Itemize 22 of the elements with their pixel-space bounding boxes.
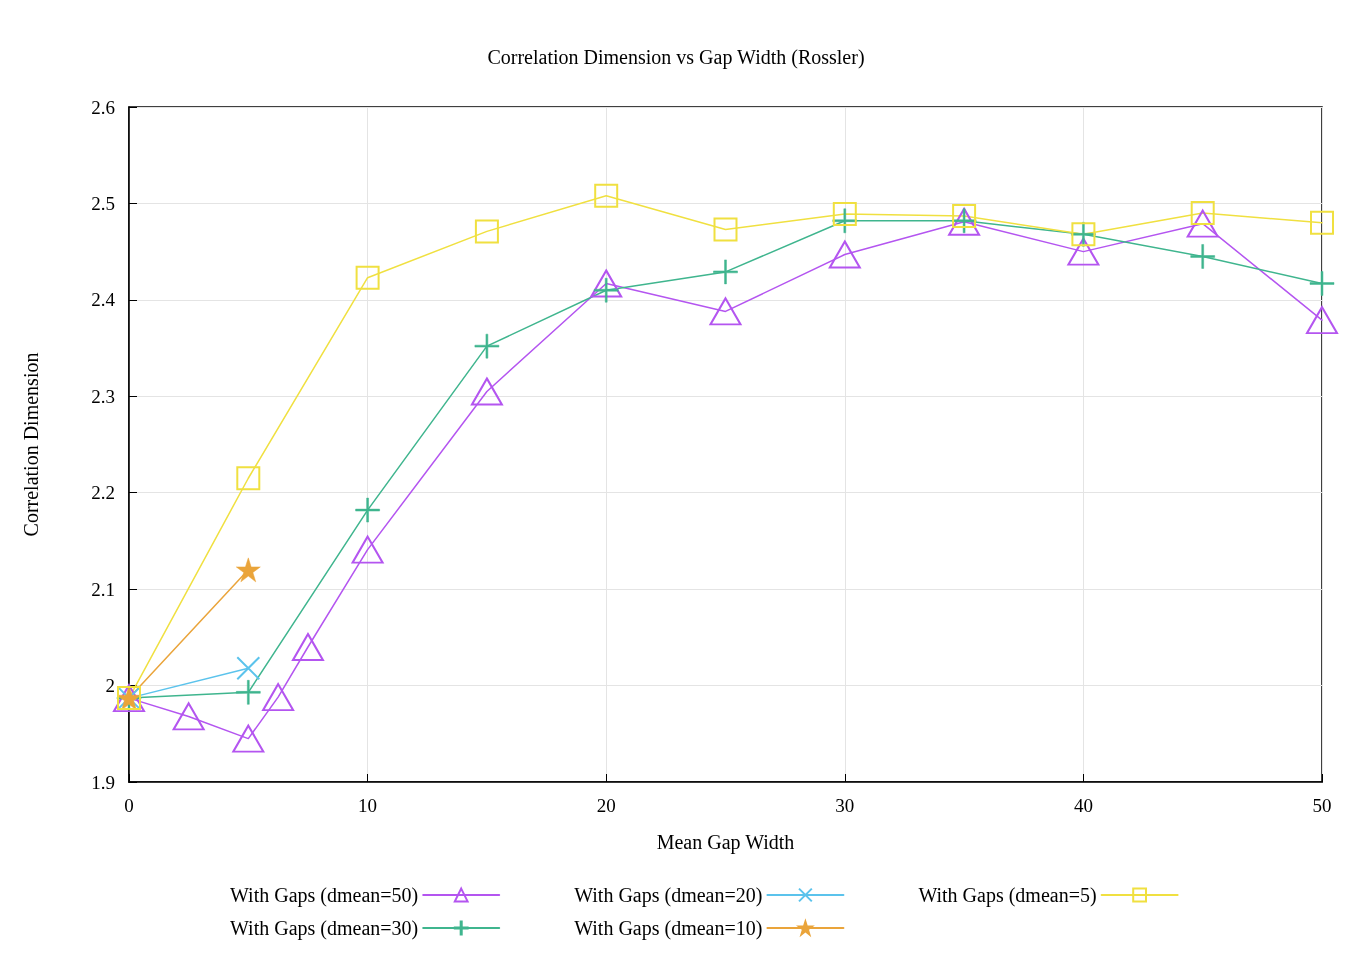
x-tick-label: 30 bbox=[835, 795, 855, 816]
chart-title: Correlation Dimension vs Gap Width (Rossler) bbox=[487, 46, 865, 69]
x-axis-title: Mean Gap Width bbox=[656, 831, 795, 854]
x-tick-label: 40 bbox=[1073, 795, 1093, 816]
legend-label: With Gaps (dmean=50) bbox=[230, 884, 419, 907]
y-tick-label: 2.3 bbox=[91, 385, 115, 407]
y-tick-label: 2 bbox=[105, 675, 115, 697]
legend-label: With Gaps (dmean=20) bbox=[574, 884, 763, 907]
legend-label: With Gaps (dmean=30) bbox=[230, 917, 419, 940]
y-tick-label: 2.2 bbox=[91, 482, 115, 504]
y-tick-label: 2.4 bbox=[91, 289, 116, 311]
x-tick-label: 20 bbox=[596, 795, 616, 816]
y-tick-label: 2.6 bbox=[91, 96, 115, 118]
y-tick-label: 2.1 bbox=[91, 578, 115, 600]
legend-label: With Gaps (dmean=5) bbox=[918, 884, 1097, 907]
y-axis-title: Correlation Dimension bbox=[20, 352, 42, 537]
legend-label: With Gaps (dmean=10) bbox=[574, 917, 763, 940]
x-tick-label: 0 bbox=[124, 795, 134, 816]
x-tick-label: 10 bbox=[358, 795, 378, 816]
y-tick-label: 1.9 bbox=[91, 771, 115, 793]
x-tick-label: 50 bbox=[1312, 795, 1332, 816]
y-tick-label: 2.5 bbox=[91, 192, 115, 214]
